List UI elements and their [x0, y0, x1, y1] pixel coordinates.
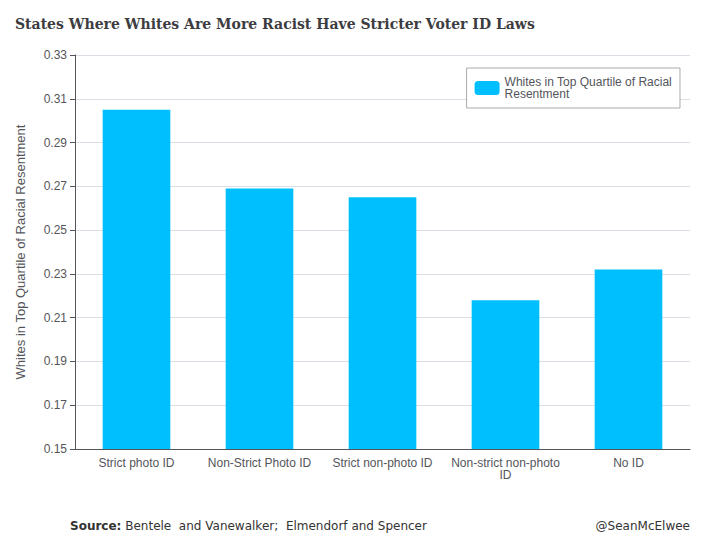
svg-text:Resentment: Resentment	[505, 87, 570, 101]
svg-text:States Where Whites Are More R: States Where Whites Are More Racist Have…	[15, 16, 535, 32]
svg-text:Whites in Top Quartile of Raci: Whites in Top Quartile of Racial	[504, 75, 672, 89]
svg-text:0.27: 0.27	[44, 179, 68, 193]
svg-text:0.25: 0.25	[44, 223, 68, 237]
svg-text:Non-strict non-photo: Non-strict non-photo	[451, 456, 560, 470]
svg-text:@SeanMcElwee: @SeanMcElwee	[596, 519, 690, 533]
svg-text:0.15: 0.15	[44, 442, 68, 456]
svg-text:Strict non-photo ID: Strict non-photo ID	[332, 456, 432, 470]
svg-text:0.31: 0.31	[44, 92, 68, 106]
svg-text:0.23: 0.23	[44, 267, 68, 281]
svg-text:Non-Strict Photo ID: Non-Strict Photo ID	[208, 456, 312, 470]
svg-text:0.17: 0.17	[44, 398, 68, 412]
svg-text:No ID: No ID	[613, 456, 644, 470]
svg-text:Bentele and Vanewalker; Elme: Bentele and Vanewalker; Elmendorf and Sp…	[121, 519, 427, 533]
svg-text:Source:: Source:	[70, 519, 121, 533]
svg-text:0.29: 0.29	[44, 136, 68, 150]
svg-text:Whites in Top Quartile of Raci: Whites in Top Quartile of Racial Resentm…	[13, 124, 28, 379]
svg-text:0.19: 0.19	[44, 354, 68, 368]
svg-text:0.33: 0.33	[44, 48, 68, 62]
svg-text:0.21: 0.21	[44, 311, 68, 325]
svg-text:Strict photo ID: Strict photo ID	[98, 456, 174, 470]
svg-text:ID: ID	[500, 468, 512, 482]
